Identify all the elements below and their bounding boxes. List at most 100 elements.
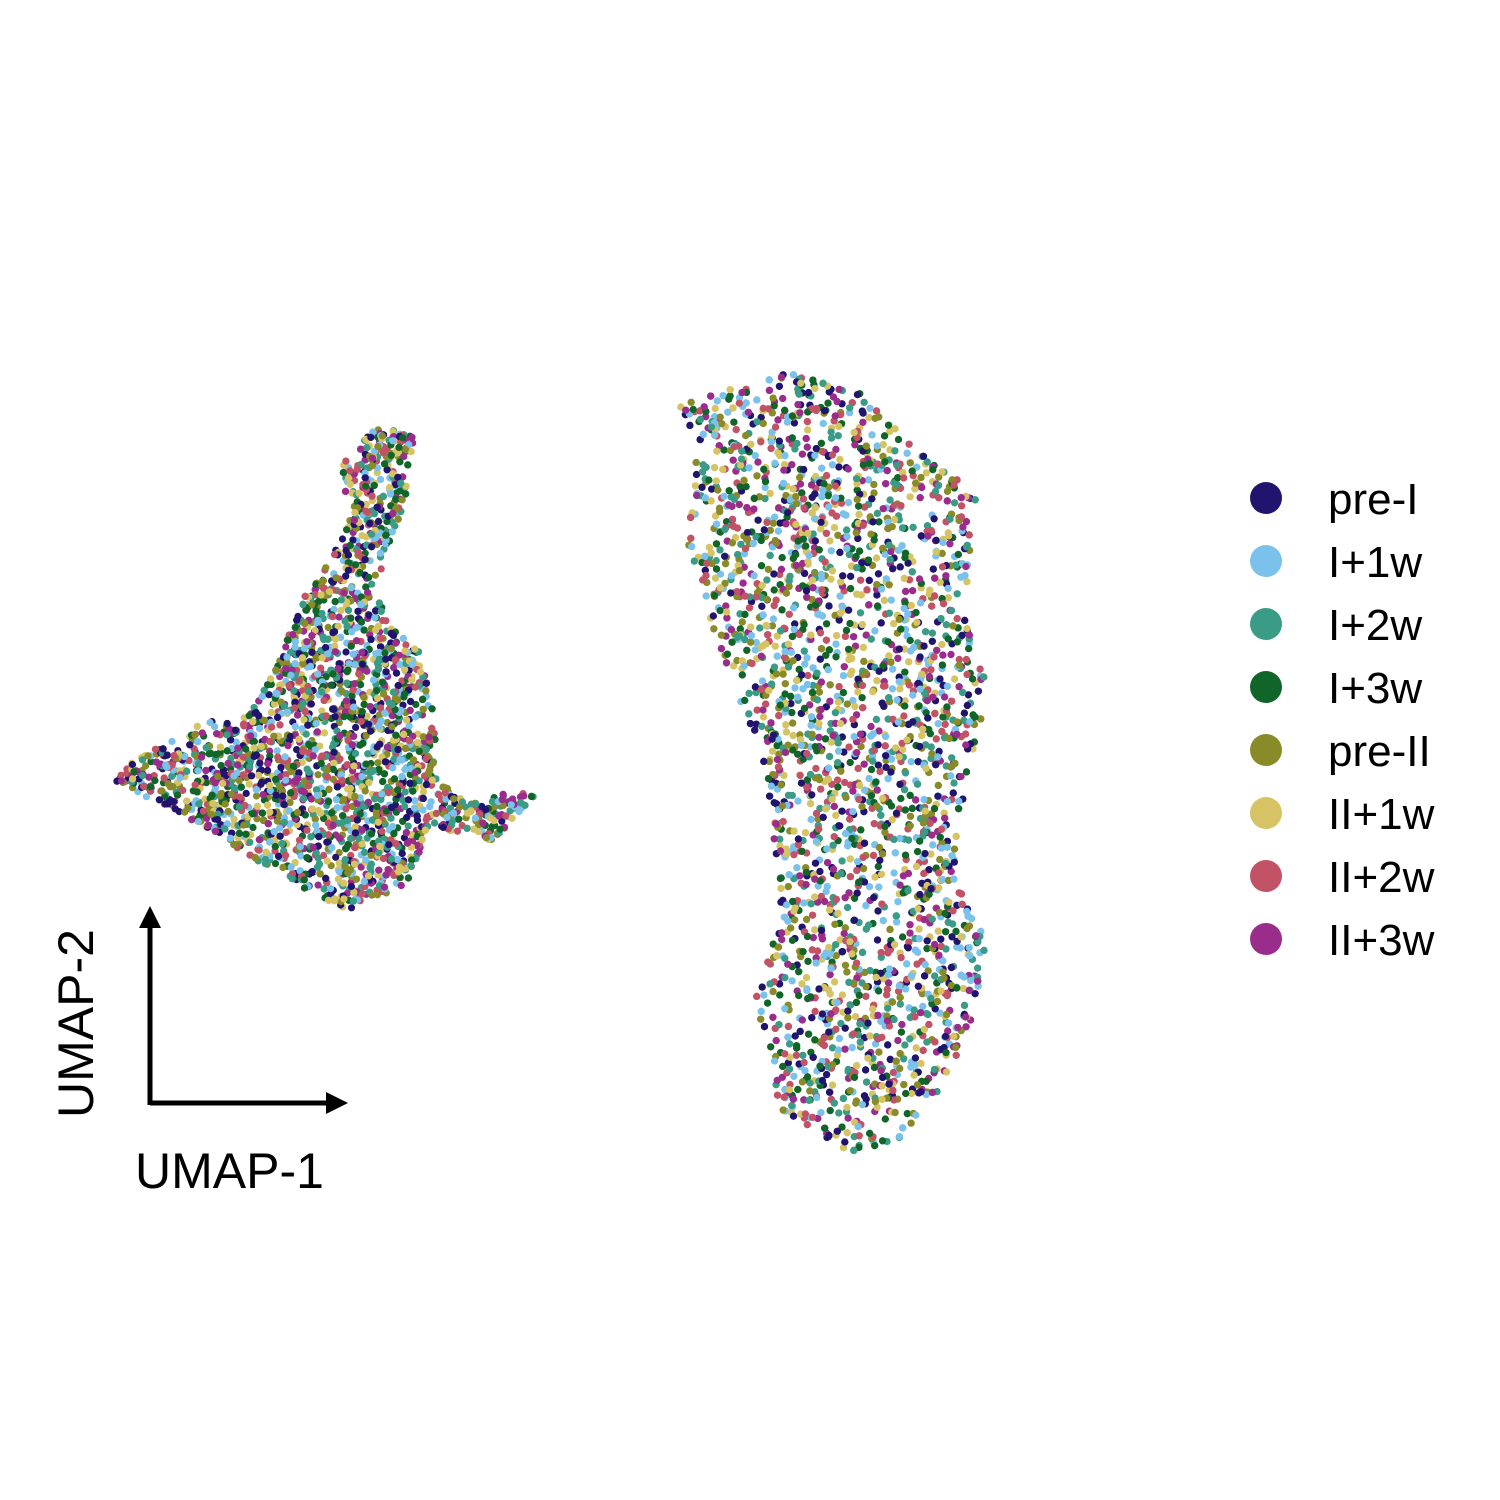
point	[496, 825, 504, 833]
point	[162, 761, 170, 769]
point	[209, 799, 217, 808]
point	[355, 670, 363, 678]
point	[234, 761, 242, 769]
point	[381, 709, 389, 717]
point	[411, 683, 419, 691]
point	[286, 799, 294, 807]
point	[158, 787, 166, 795]
point	[340, 713, 348, 721]
point	[358, 649, 366, 657]
point	[449, 809, 458, 817]
point	[418, 836, 426, 844]
point	[344, 566, 352, 574]
point	[231, 841, 239, 849]
point	[301, 592, 309, 600]
point	[299, 747, 307, 756]
point	[323, 766, 331, 774]
point	[286, 732, 294, 741]
point	[309, 843, 317, 852]
point	[300, 777, 309, 785]
point	[369, 767, 377, 775]
point	[347, 834, 355, 843]
point	[329, 629, 337, 637]
point	[351, 792, 359, 801]
point	[318, 707, 326, 715]
point	[271, 842, 279, 851]
point	[265, 691, 273, 699]
point	[299, 699, 307, 707]
point	[240, 722, 248, 730]
point	[303, 765, 311, 773]
point	[331, 713, 339, 721]
point	[296, 843, 304, 851]
point	[281, 851, 289, 860]
point	[340, 895, 348, 903]
point	[159, 745, 167, 753]
point	[386, 490, 395, 498]
point	[351, 508, 359, 517]
point	[357, 618, 366, 626]
point	[410, 804, 419, 812]
point	[305, 782, 313, 790]
point	[360, 693, 368, 701]
point	[282, 776, 290, 784]
point	[282, 828, 290, 836]
point	[217, 790, 226, 798]
point	[377, 717, 385, 725]
point	[507, 801, 515, 809]
point	[382, 655, 390, 663]
point	[322, 564, 330, 572]
point	[450, 795, 458, 803]
point	[428, 705, 436, 713]
point	[389, 764, 397, 772]
point	[160, 774, 168, 782]
point	[342, 457, 350, 465]
point	[371, 571, 379, 579]
point	[142, 793, 150, 801]
point	[208, 810, 216, 819]
point	[246, 763, 254, 771]
point	[388, 723, 396, 731]
point	[392, 495, 400, 503]
point	[408, 660, 416, 669]
point	[342, 648, 350, 656]
point	[373, 802, 381, 811]
point	[304, 721, 312, 729]
point	[202, 766, 210, 775]
point	[364, 508, 372, 516]
point	[299, 600, 307, 609]
point	[426, 766, 434, 774]
point	[367, 635, 375, 644]
point	[301, 619, 309, 627]
point	[138, 756, 147, 764]
point	[384, 789, 393, 797]
point	[332, 796, 340, 804]
point	[409, 756, 418, 764]
point	[247, 772, 256, 780]
point	[359, 739, 367, 747]
point	[219, 779, 227, 788]
point	[347, 882, 355, 891]
point	[358, 708, 366, 716]
point	[498, 817, 506, 825]
point	[349, 897, 357, 905]
point	[374, 759, 382, 767]
point	[322, 644, 330, 652]
point	[365, 573, 373, 582]
point	[375, 849, 383, 857]
point	[520, 792, 528, 800]
point	[411, 645, 419, 653]
point	[398, 849, 406, 858]
point	[221, 825, 229, 833]
point	[347, 584, 355, 592]
point	[129, 775, 137, 783]
point	[343, 761, 351, 769]
point	[356, 568, 364, 577]
point	[439, 783, 447, 791]
point	[183, 767, 191, 775]
point	[357, 717, 365, 726]
point	[344, 606, 353, 614]
point	[314, 670, 322, 678]
point	[368, 580, 376, 588]
